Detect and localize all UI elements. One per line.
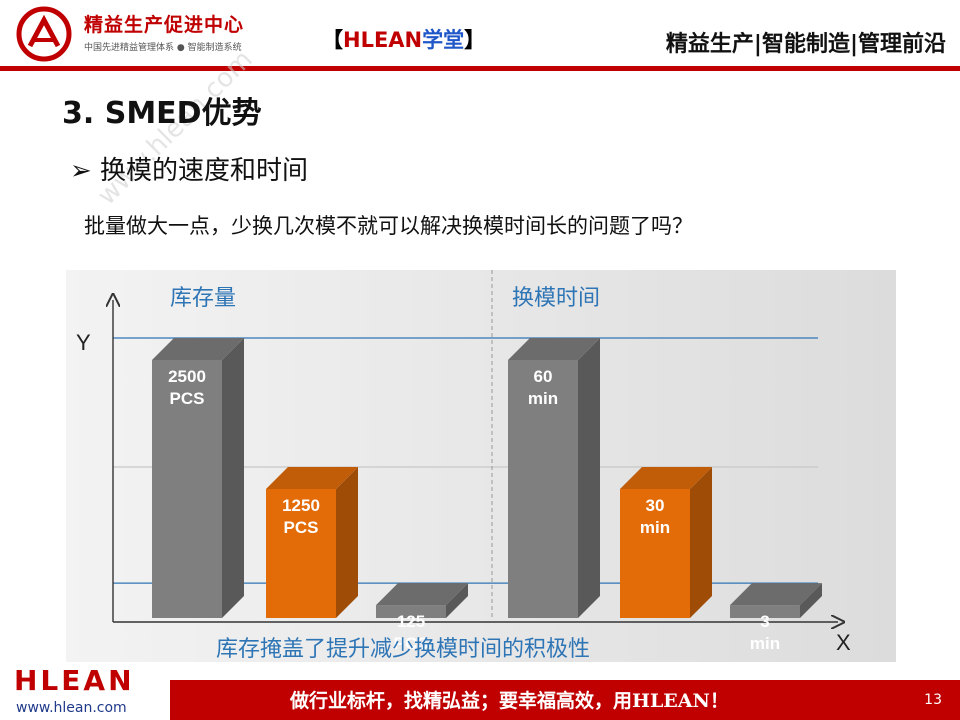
bar-top (508, 338, 600, 360)
center-title: 【HLEAN学堂】 (322, 24, 485, 54)
bar-1-1: 30 min (620, 467, 712, 618)
bar-side (446, 583, 468, 618)
right-title: 精益生产|智能制造|管理前沿 (665, 32, 946, 57)
school-name: 学堂 (422, 28, 465, 52)
question-text: 批量做大一点，少换几次模不就可以解决换模时间长的问题了吗？ (84, 214, 693, 238)
footer-bar (170, 680, 960, 720)
org-subtitle: 中国先进精益管理体系 ● 智能制造系统 (84, 43, 242, 53)
bar-0-1: 1250 PCS (266, 467, 358, 618)
bar-side (222, 338, 244, 618)
panel-heading-changeover: 换模时间 (512, 286, 600, 311)
bar-front (508, 360, 578, 618)
brand-name: HLEAN (343, 28, 423, 52)
bar-top (730, 583, 822, 606)
bar-data-label: 1250 (282, 496, 320, 515)
bars: 2500 PCS 1250 PCS 125 PCS 60 min 30 min 3 min (152, 338, 822, 653)
slide-title: 3. SMED优势 (62, 96, 262, 131)
bar-1-0: 60 min (508, 338, 600, 618)
footer-slogan: 做行业标杆，找精弘益；要幸福高效，用HLEAN！ (290, 690, 729, 712)
hlean-logo-icon (16, 6, 72, 62)
slide-header: 精益生产促进中心 中国先进精益管理体系 ● 智能制造系统 【HLEAN学堂】 精… (0, 0, 960, 72)
bracket-right: 】 (464, 28, 486, 52)
bar-side (800, 583, 822, 618)
bar-0-0: 2500 PCS (152, 338, 244, 618)
bracket-left: 【 (322, 28, 343, 52)
bar-data-label: PCS (394, 634, 429, 653)
footer-url[interactable]: www.hlean.com (16, 700, 127, 716)
bar-data-label: PCS (170, 389, 205, 408)
header-rule (0, 66, 960, 71)
bar-top (266, 467, 358, 489)
bar-side (336, 467, 358, 618)
bar-front (620, 489, 690, 618)
bar-data-label: 125 (397, 612, 425, 631)
bar-data-label: 30 (646, 496, 665, 515)
bar-top (620, 467, 712, 489)
bar-0-2: 125 PCS (376, 583, 468, 653)
panel-heading-inventory: 库存量 (170, 286, 236, 311)
bar-data-label: 60 (534, 367, 553, 386)
y-axis-label: Y (76, 330, 91, 355)
footer-logo: HLEAN (14, 664, 135, 697)
bar-data-label: PCS (284, 518, 319, 537)
chart-caption: 库存掩盖了提升减少换模时间的积极性 (216, 637, 590, 662)
bar-side (578, 338, 600, 618)
bar-front (266, 489, 336, 618)
bar-front (730, 605, 800, 618)
bar-data-label: min (528, 389, 558, 408)
org-name: 精益生产促进中心 (84, 14, 245, 36)
bar-data-label: 2500 (168, 367, 206, 386)
chart: Y X 库存量 换模时间 2500PCS1250PCS125PCS60min30… (66, 270, 896, 662)
bar-data-label: min (640, 518, 670, 537)
bar-top (152, 338, 244, 360)
slide-subtitle: ➢ 换模的速度和时间 (70, 156, 309, 186)
bar-top (376, 583, 468, 606)
bar-data-label: 3 (760, 612, 769, 631)
page-number: 13 (924, 692, 942, 708)
x-axis-label: X (836, 630, 851, 655)
bar-front (376, 605, 446, 618)
bar-side (690, 467, 712, 618)
bar-1-2: 3 min (730, 583, 822, 653)
bar-front (152, 360, 222, 618)
bar-data-label: min (750, 634, 780, 653)
